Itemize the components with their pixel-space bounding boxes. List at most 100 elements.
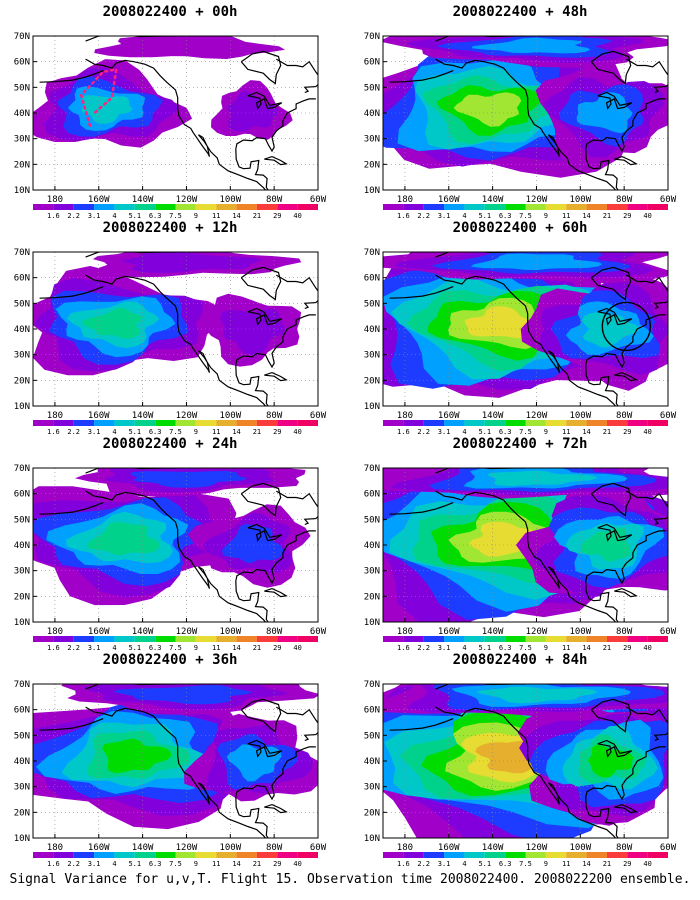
colorbar-swatch xyxy=(134,420,156,426)
variance-map: 70N 60N 50N 40N 30N 20N 10N 180 160W 140W 120W 100W… xyxy=(364,680,677,868)
colorbar-swatch xyxy=(216,852,237,858)
colorbar-swatch xyxy=(627,204,648,210)
lat-tick-label: 70N xyxy=(364,680,380,690)
colorbar-label: 11 xyxy=(562,428,570,436)
lon-tick-label: 80W xyxy=(266,627,283,637)
lat-tick-label: 50N xyxy=(364,83,380,93)
colorbar-swatch xyxy=(566,204,587,210)
coastline xyxy=(39,252,318,406)
forecast-panel: 2008022400 + 24h 70N 60N 50N 40N 30N 20N 10N 180… xyxy=(0,436,340,654)
colorbar-swatch xyxy=(566,852,587,858)
lon-tick-label: 60W xyxy=(310,627,327,637)
colorbar-swatch xyxy=(383,420,404,426)
lon-tick-label: 160W xyxy=(88,195,110,205)
colorbar-label: 14 xyxy=(582,644,590,652)
colorbar-label: 9 xyxy=(194,428,198,436)
colorbar-swatch xyxy=(195,852,217,858)
colorbar-label: 6.3 xyxy=(499,860,512,868)
colorbar-label: 21 xyxy=(253,860,261,868)
lat-tick-label: 20N xyxy=(364,160,380,170)
lon-tick-label: 180 xyxy=(397,411,413,421)
colorbar-label: 6.3 xyxy=(149,212,162,220)
colorbar-label: 40 xyxy=(643,644,651,652)
colorbar-swatch xyxy=(94,852,115,858)
colorbar-label: 2.2 xyxy=(67,428,80,436)
panel-title: 2008022400 + 60h xyxy=(452,220,588,236)
coastline xyxy=(389,36,668,190)
lat-tick-label: 40N xyxy=(364,109,380,119)
lon-tick-label: 180 xyxy=(397,195,413,205)
colorbar-label: 29 xyxy=(273,860,281,868)
colorbar-swatch xyxy=(505,420,526,426)
coastline xyxy=(389,468,668,622)
colorbar-label: 14 xyxy=(582,428,590,436)
colorbar: 1.6 2.2 3.1 4 5.1 6.3 7.5 9 11 14 21 29 40 xyxy=(33,204,318,220)
colorbar-swatch xyxy=(277,204,298,210)
colorbar: 1.6 2.2 3.1 4 5.1 6.3 7.5 9 11 14 21 29 40 xyxy=(33,420,318,436)
lat-tick-label: 10N xyxy=(364,402,380,412)
colorbar-label: 6.3 xyxy=(499,644,512,652)
colorbar-swatch xyxy=(134,204,156,210)
variance-field xyxy=(383,468,668,622)
lat-tick-label: 30N xyxy=(364,351,380,361)
colorbar-label: 40 xyxy=(293,644,301,652)
colorbar-label: 7.5 xyxy=(519,428,532,436)
lat-tick-label: 30N xyxy=(14,567,30,577)
colorbar-swatch xyxy=(175,852,196,858)
colorbar-label: 3.1 xyxy=(88,212,101,220)
lat-tick-label: 20N xyxy=(14,592,30,602)
colorbar-swatch xyxy=(627,852,648,858)
colorbar-label: 4 xyxy=(462,428,466,436)
colorbar-label: 11 xyxy=(562,212,570,220)
lat-tick-label: 50N xyxy=(14,83,30,93)
lat-tick-label: 10N xyxy=(364,618,380,628)
colorbar-label: 21 xyxy=(603,428,611,436)
colorbar-label: 4 xyxy=(462,644,466,652)
colorbar-label: 5.1 xyxy=(128,860,141,868)
variance-field xyxy=(33,252,302,376)
lat-tick-label: 60N xyxy=(14,706,30,716)
colorbar-label: 5.1 xyxy=(478,212,491,220)
colorbar-label: 40 xyxy=(643,428,651,436)
lon-tick-label: 80W xyxy=(266,843,283,853)
colorbar-label: 9 xyxy=(194,644,198,652)
colorbar-swatch xyxy=(236,204,257,210)
colorbar-label: 4 xyxy=(112,212,116,220)
lat-tick-label: 40N xyxy=(14,757,30,767)
colorbar-label: 2.2 xyxy=(67,860,80,868)
lon-tick-label: 60W xyxy=(310,843,327,853)
lon-tick-label: 120W xyxy=(526,411,548,421)
lon-tick-label: 120W xyxy=(526,843,548,853)
lon-tick-label: 160W xyxy=(88,627,110,637)
colorbar-swatch xyxy=(297,420,318,426)
lon-tick-label: 60W xyxy=(660,195,677,205)
lon-tick-label: 60W xyxy=(310,411,327,421)
figure-caption: Signal Variance for u,v,T. Flight 15. Ob… xyxy=(9,872,691,887)
colorbar-swatch xyxy=(256,852,278,858)
colorbar-label: 14 xyxy=(232,428,240,436)
colorbar-swatch xyxy=(586,420,607,426)
colorbar-label: 29 xyxy=(273,644,281,652)
lat-tick-label: 70N xyxy=(14,464,30,474)
colorbar-swatch xyxy=(195,204,217,210)
colorbar-swatch xyxy=(53,636,74,642)
colorbar: 1.6 2.2 3.1 4 5.1 6.3 7.5 9 11 14 21 29 40 xyxy=(383,204,668,220)
lon-tick-label: 140W xyxy=(132,627,154,637)
lon-tick-label: 120W xyxy=(526,627,548,637)
colorbar-swatch xyxy=(33,420,54,426)
colorbar-swatch xyxy=(444,420,465,426)
colorbar: 1.6 2.2 3.1 4 5.1 6.3 7.5 9 11 14 21 29 40 xyxy=(33,636,318,652)
colorbar-swatch xyxy=(647,852,668,858)
graticule xyxy=(33,684,318,838)
colorbar-swatch xyxy=(94,204,115,210)
lon-tick-label: 160W xyxy=(88,843,110,853)
colorbar-label: 5.1 xyxy=(478,428,491,436)
variance-field xyxy=(383,252,668,398)
lat-tick-label: 20N xyxy=(364,592,380,602)
colorbar-swatch xyxy=(114,204,135,210)
lon-tick-label: 160W xyxy=(438,627,460,637)
lat-tick-label: 40N xyxy=(14,325,30,335)
variance-map: 70N 60N 50N 40N 30N 20N 10N 180 160W 140W 120W 100W… xyxy=(364,464,677,652)
colorbar-label: 5.1 xyxy=(478,644,491,652)
forecast-panel: 2008022400 + 60h 70N 60N 50N 40N 30N 20N 10N 180… xyxy=(350,220,690,438)
